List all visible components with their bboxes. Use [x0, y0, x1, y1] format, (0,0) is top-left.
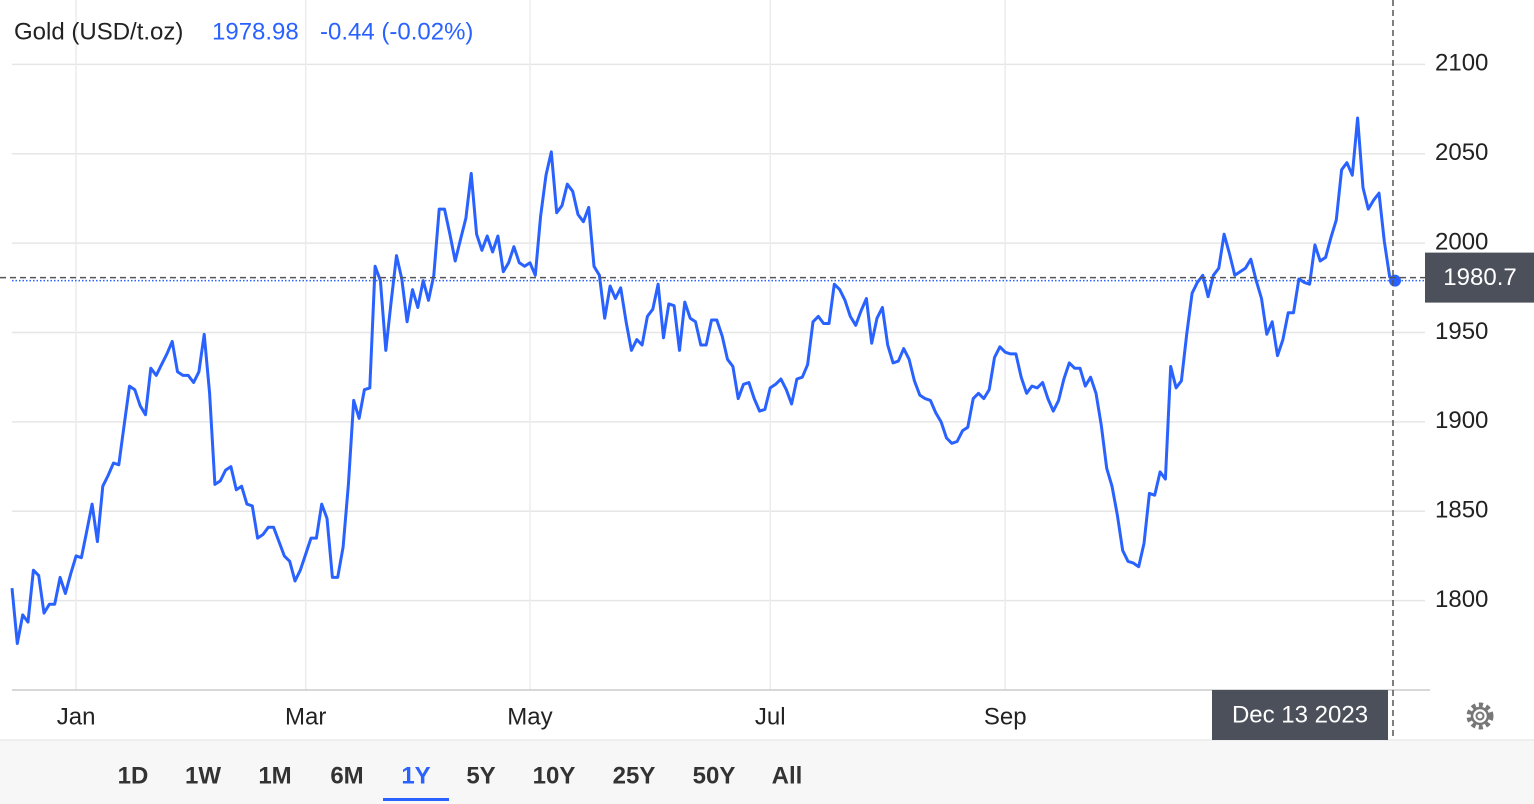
y-tick-label: 1900: [1435, 407, 1488, 434]
last-point: [1389, 274, 1401, 287]
range-button[interactable]: 1M: [258, 762, 291, 789]
y-tick-label: 1800: [1435, 586, 1488, 613]
range-button[interactable]: 1Y: [401, 762, 430, 789]
range-bar: [0, 740, 1534, 804]
y-tick-label: 2050: [1435, 139, 1488, 166]
x-tick-label: Jan: [57, 703, 96, 730]
y-tick-label: 2100: [1435, 50, 1488, 77]
grid: [12, 0, 1425, 690]
y-tick-label: 2000: [1435, 228, 1488, 255]
x-tick-label: Mar: [285, 703, 326, 730]
x-tick-label: Jul: [755, 703, 786, 730]
range-button[interactable]: 25Y: [613, 762, 656, 789]
range-button[interactable]: All: [772, 762, 803, 789]
chart-title: Gold (USD/t.oz): [14, 18, 183, 45]
range-button[interactable]: 1D: [118, 762, 149, 789]
x-tick-label: May: [507, 703, 552, 730]
settings-gear[interactable]: [1466, 702, 1494, 730]
price-line: [10, 116, 1396, 645]
range-button[interactable]: 10Y: [533, 762, 576, 789]
x-tick-label: Sep: [984, 703, 1027, 730]
crosshair-date-label: Dec 13 2023: [1232, 701, 1368, 728]
y-tick-label: 1950: [1435, 318, 1488, 345]
range-button[interactable]: 5Y: [466, 762, 495, 789]
active-range-underline: [383, 798, 449, 801]
y-tick-label: 1850: [1435, 497, 1488, 524]
price: 1978.98: [212, 18, 299, 45]
crosshair-value-label: 1980.7: [1443, 264, 1516, 291]
price-change: -0.44 (-0.02%): [320, 18, 473, 45]
crosshair-date-box: [1212, 690, 1388, 740]
range-button[interactable]: 50Y: [693, 762, 736, 789]
range-button[interactable]: 1W: [185, 762, 221, 789]
range-button[interactable]: 6M: [330, 762, 363, 789]
crosshair-value-box: [1425, 252, 1534, 303]
